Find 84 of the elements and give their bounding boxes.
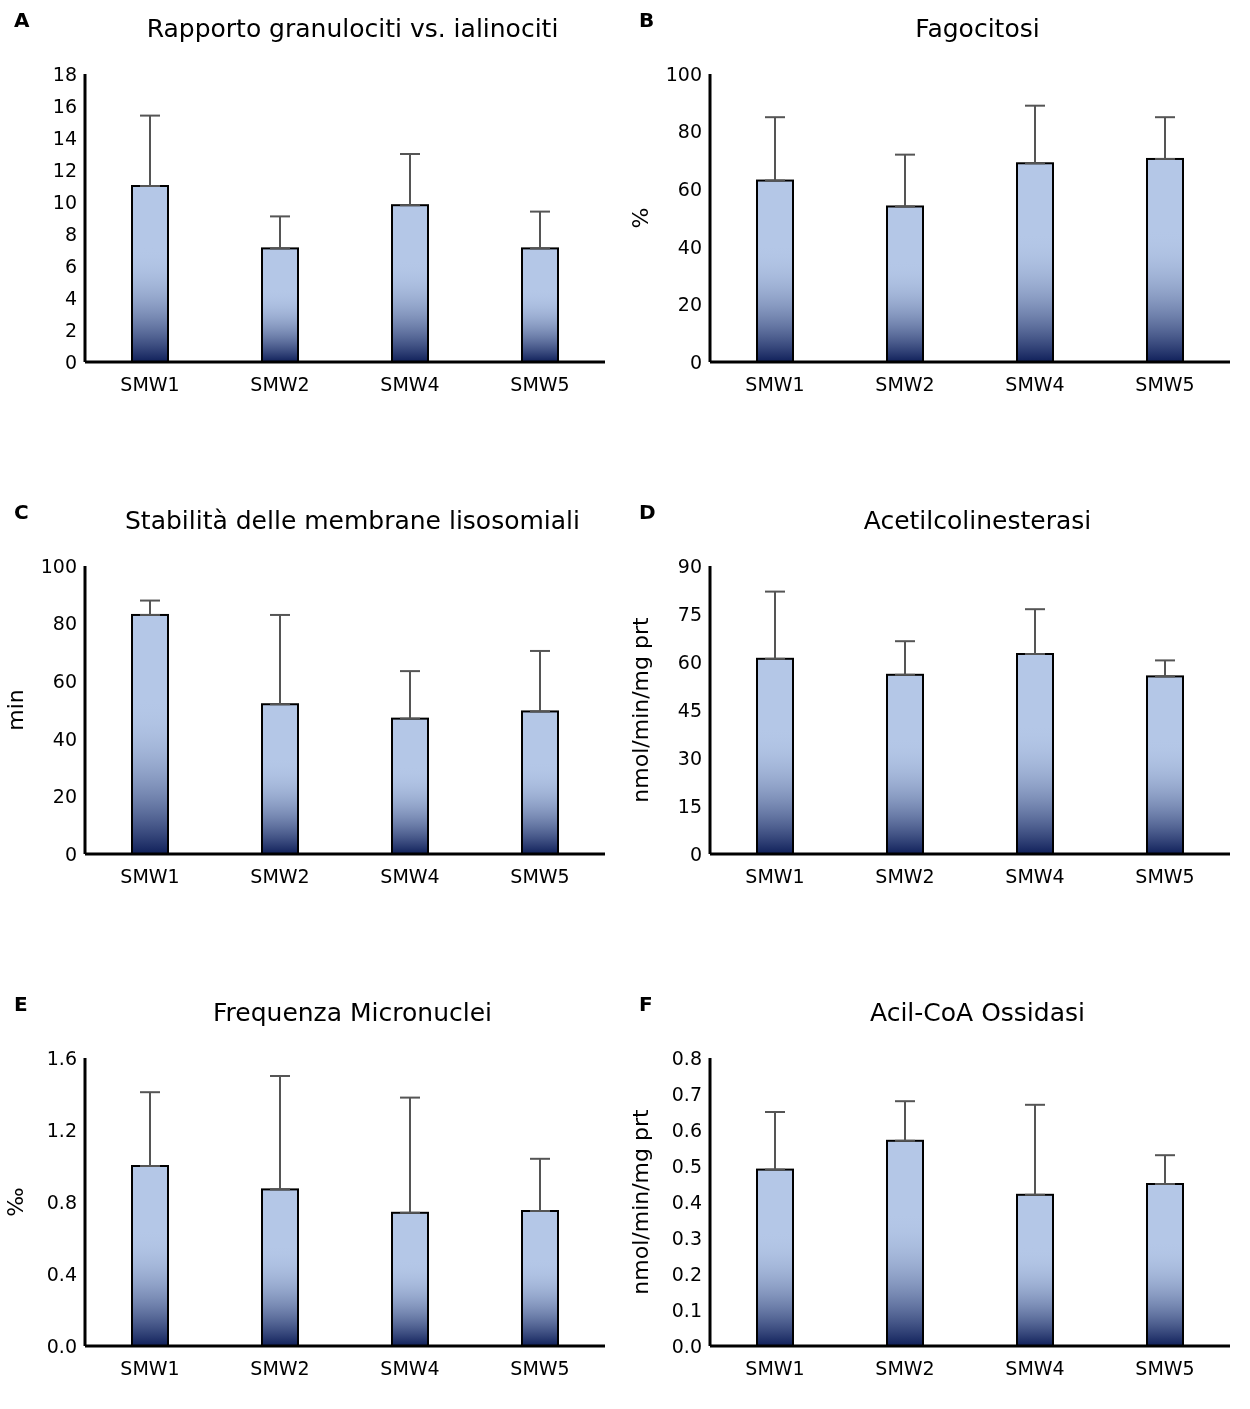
x-tick-label: SMW5 — [1135, 865, 1195, 888]
y-tick-label: 12 — [52, 158, 77, 181]
y-tick-label: 60 — [677, 650, 702, 673]
x-tick-label: SMW4 — [380, 373, 440, 396]
y-tick-label: 0.8 — [46, 1190, 77, 1213]
x-tick-label: SMW5 — [510, 373, 570, 396]
y-tick-label: 0.7 — [671, 1082, 702, 1105]
y-axis-title: ‰ — [2, 1187, 28, 1217]
y-axis-title: nmol/min/mg prt — [627, 1108, 653, 1295]
y-tick-label: 0.1 — [671, 1298, 702, 1321]
y-tick-label: 0 — [689, 350, 702, 373]
x-tick-label: SMW1 — [745, 865, 805, 888]
y-tick-label: 0.6 — [671, 1118, 702, 1141]
x-tick-label: SMW4 — [380, 1357, 440, 1380]
y-tick-label: 40 — [52, 727, 77, 750]
y-tick-label: 16 — [52, 94, 77, 117]
y-axis-title: min — [2, 689, 28, 731]
chart-title: Fagocitosi — [914, 14, 1041, 43]
x-tick-label: SMW2 — [875, 1357, 935, 1380]
chart-title: Rapporto granulociti vs. ialinociti — [145, 14, 560, 43]
x-tick-label: SMW1 — [745, 373, 805, 396]
text: C — [14, 500, 29, 524]
y-tick-label: 15 — [677, 794, 702, 817]
x-tick-label: SMW4 — [1005, 1357, 1065, 1380]
y-tick-label: 6 — [64, 254, 77, 277]
y-tick-label: 0.0 — [671, 1334, 702, 1357]
y-tick-label: 4 — [64, 286, 77, 309]
y-tick-label: 90 — [677, 554, 702, 577]
y-tick-label: 60 — [52, 669, 77, 692]
y-tick-label: 60 — [677, 177, 702, 200]
text: A — [14, 8, 30, 32]
chart-title: Frequenza Micronuclei — [212, 998, 493, 1027]
text: F — [639, 992, 653, 1016]
x-tick-label: SMW1 — [120, 373, 180, 396]
y-tick-label: 0 — [689, 842, 702, 865]
y-tick-label: 10 — [52, 190, 77, 213]
x-tick-label: SMW2 — [250, 865, 310, 888]
x-tick-label: SMW2 — [875, 865, 935, 888]
x-tick-label: SMW2 — [250, 373, 310, 396]
chart-title: Acetilcolinesterasi — [862, 506, 1093, 535]
y-tick-label: 80 — [677, 120, 702, 143]
y-tick-label: 100 — [665, 62, 702, 85]
y-tick-label: 75 — [677, 602, 702, 625]
x-tick-label: SMW4 — [1005, 373, 1065, 396]
y-tick-label: 14 — [52, 126, 77, 149]
x-tick-label: SMW5 — [510, 865, 570, 888]
chart-title: Acil-CoA Ossidasi — [869, 998, 1086, 1027]
text: B — [639, 8, 655, 32]
y-tick-label: 100 — [40, 554, 77, 577]
y-tick-label: 0 — [64, 350, 77, 373]
text: D — [639, 500, 656, 524]
x-tick-label: SMW4 — [1005, 865, 1065, 888]
y-tick-label: 0.4 — [671, 1190, 702, 1213]
x-tick-label: SMW2 — [875, 373, 935, 396]
x-tick-label: SMW4 — [380, 865, 440, 888]
y-tick-label: 0.8 — [671, 1046, 702, 1069]
y-tick-label: 0 — [64, 842, 77, 865]
y-tick-label: 2 — [64, 318, 77, 341]
x-tick-label: SMW2 — [250, 1357, 310, 1380]
y-tick-label: 8 — [64, 222, 77, 245]
y-axis-title: nmol/min/mg prt — [627, 616, 653, 803]
y-tick-label: 1.2 — [46, 1118, 77, 1141]
x-tick-label: SMW5 — [1135, 1357, 1195, 1380]
y-axis-title: % — [627, 207, 653, 229]
y-tick-label: 45 — [677, 698, 702, 721]
x-tick-label: SMW1 — [745, 1357, 805, 1380]
y-tick-label: 80 — [52, 612, 77, 635]
x-tick-label: SMW1 — [120, 865, 180, 888]
x-tick-label: SMW5 — [510, 1357, 570, 1380]
y-tick-label: 0.4 — [46, 1262, 77, 1285]
y-tick-label: 0.5 — [671, 1154, 702, 1177]
y-tick-label: 1.6 — [46, 1046, 77, 1069]
y-tick-label: 18 — [52, 62, 77, 85]
y-tick-label: 20 — [677, 293, 702, 316]
y-tick-label: 0.3 — [671, 1226, 702, 1249]
y-tick-label: 30 — [677, 746, 702, 769]
y-tick-label: 0.0 — [46, 1334, 77, 1357]
x-tick-label: SMW1 — [120, 1357, 180, 1380]
text: E — [14, 992, 28, 1016]
chart-title: Stabilità delle membrane lisosomiali — [124, 506, 581, 535]
y-tick-label: 40 — [677, 235, 702, 258]
y-tick-label: 0.2 — [671, 1262, 702, 1285]
y-tick-label: 20 — [52, 785, 77, 808]
x-tick-label: SMW5 — [1135, 373, 1195, 396]
